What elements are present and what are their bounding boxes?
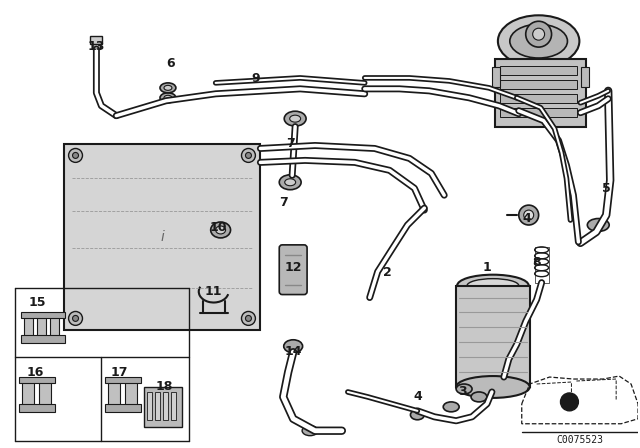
Text: 2: 2: [383, 266, 392, 279]
Text: 10: 10: [210, 221, 227, 234]
Bar: [106, 404, 141, 412]
Ellipse shape: [285, 179, 296, 186]
Text: 4: 4: [413, 390, 422, 403]
Bar: [36, 318, 45, 337]
Circle shape: [241, 148, 255, 162]
Text: 1: 1: [483, 261, 492, 274]
Bar: [492, 67, 500, 87]
Bar: [19, 377, 54, 383]
Text: 17: 17: [111, 366, 128, 379]
Ellipse shape: [498, 15, 579, 67]
Circle shape: [68, 311, 83, 325]
Circle shape: [561, 393, 579, 411]
Circle shape: [68, 148, 83, 162]
Bar: [125, 382, 137, 406]
Text: 11: 11: [205, 285, 223, 298]
Ellipse shape: [456, 376, 530, 398]
Circle shape: [72, 315, 79, 321]
FancyBboxPatch shape: [279, 245, 307, 294]
Bar: [495, 59, 586, 127]
Circle shape: [532, 28, 545, 40]
Ellipse shape: [284, 340, 303, 353]
Ellipse shape: [290, 115, 301, 122]
Text: 18: 18: [156, 380, 173, 393]
Ellipse shape: [164, 86, 172, 90]
Text: 13: 13: [88, 39, 105, 52]
Text: 12: 12: [284, 261, 302, 274]
Ellipse shape: [457, 275, 529, 297]
Bar: [22, 382, 34, 406]
Ellipse shape: [410, 410, 424, 420]
Text: 16: 16: [26, 366, 44, 379]
Circle shape: [241, 311, 255, 325]
Text: 15: 15: [29, 296, 47, 309]
Ellipse shape: [284, 111, 306, 126]
Bar: [106, 377, 141, 383]
Bar: [581, 67, 589, 87]
Ellipse shape: [216, 226, 225, 234]
Circle shape: [246, 315, 252, 321]
Ellipse shape: [588, 219, 609, 232]
Text: 5: 5: [602, 182, 611, 195]
Bar: [108, 382, 120, 406]
Bar: [163, 392, 168, 420]
Ellipse shape: [467, 279, 519, 293]
Ellipse shape: [456, 384, 472, 394]
Text: 14: 14: [284, 345, 302, 358]
Text: 7: 7: [279, 196, 287, 209]
Text: C0075523: C0075523: [556, 435, 603, 445]
Ellipse shape: [164, 95, 172, 100]
Bar: [90, 36, 102, 44]
Ellipse shape: [471, 392, 487, 402]
Text: i: i: [160, 230, 164, 244]
Bar: [500, 94, 577, 103]
Bar: [21, 335, 65, 343]
Circle shape: [72, 152, 79, 159]
Ellipse shape: [444, 402, 459, 412]
Ellipse shape: [510, 24, 568, 58]
Ellipse shape: [160, 83, 176, 93]
Ellipse shape: [160, 93, 176, 103]
Ellipse shape: [302, 426, 318, 435]
Bar: [21, 312, 65, 319]
Bar: [147, 392, 152, 420]
Bar: [19, 404, 54, 412]
Circle shape: [246, 152, 252, 159]
Text: 3: 3: [458, 385, 467, 398]
Bar: [92, 44, 100, 49]
Bar: [144, 387, 182, 427]
Bar: [500, 80, 577, 89]
Bar: [500, 108, 577, 116]
Ellipse shape: [211, 222, 230, 238]
Bar: [63, 143, 260, 330]
Bar: [155, 392, 160, 420]
Bar: [500, 66, 577, 75]
Bar: [534, 247, 548, 283]
Ellipse shape: [279, 175, 301, 190]
Circle shape: [525, 21, 552, 47]
Bar: [456, 286, 530, 387]
Text: 6: 6: [166, 57, 175, 70]
Text: 9: 9: [251, 73, 260, 86]
Text: 4: 4: [522, 211, 531, 224]
Bar: [24, 318, 33, 337]
Circle shape: [519, 205, 539, 225]
Bar: [50, 318, 59, 337]
Bar: [171, 392, 176, 420]
Bar: [39, 382, 51, 406]
Circle shape: [524, 210, 534, 220]
Text: 8: 8: [532, 256, 541, 269]
Text: 7: 7: [286, 137, 294, 150]
